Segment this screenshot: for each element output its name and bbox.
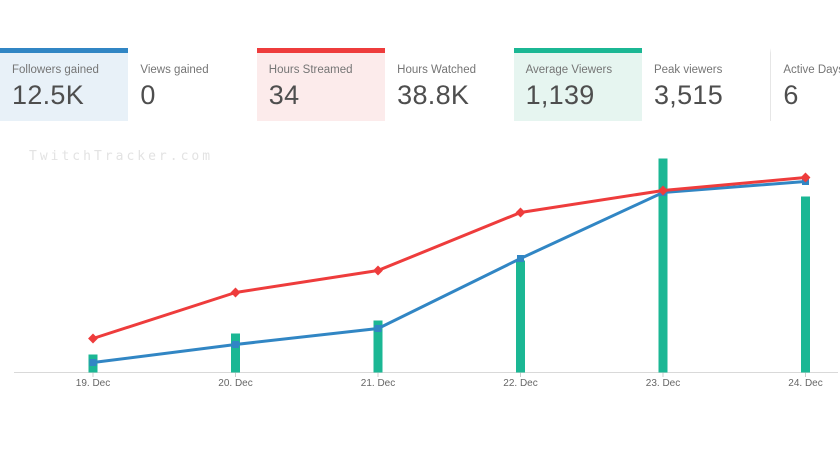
chart-bar[interactable] bbox=[373, 320, 383, 373]
stat-value: 6 bbox=[783, 80, 799, 110]
stat-label: Followers gained bbox=[12, 64, 99, 76]
stat-label: Peak viewers bbox=[653, 64, 723, 76]
chart-point[interactable] bbox=[800, 172, 811, 183]
stat-label: Active Days bbox=[783, 64, 840, 76]
trend-blue-line[interactable] bbox=[91, 180, 807, 364]
stats-summary-row: Followers gained 12.5K Views gained 0 Ho… bbox=[0, 48, 840, 121]
chart-point[interactable] bbox=[232, 341, 239, 348]
chart-bar[interactable] bbox=[658, 158, 668, 373]
chart-point[interactable] bbox=[374, 325, 382, 332]
trend-red-line[interactable] bbox=[91, 176, 807, 340]
stat-value: 38.8K bbox=[397, 80, 470, 110]
stat-card-hours-watched: Hours Watched 38.8K bbox=[385, 48, 514, 121]
x-axis-label: 20. Dec bbox=[218, 378, 252, 389]
stat-label: Views gained bbox=[140, 64, 209, 76]
stat-value: 0 bbox=[140, 80, 156, 110]
stat-label: Average Viewers bbox=[525, 64, 613, 76]
x-axis-label: 19. Dec bbox=[76, 378, 110, 389]
chart-point[interactable] bbox=[515, 207, 526, 218]
chart-point[interactable] bbox=[517, 255, 524, 262]
stat-label: Hours Watched bbox=[397, 64, 476, 76]
stat-label: Hours Streamed bbox=[268, 64, 353, 76]
x-axis-label: 22. Dec bbox=[503, 378, 537, 389]
stat-value: 1,139 bbox=[525, 80, 595, 110]
stat-card-followers-gained: Followers gained 12.5K bbox=[0, 48, 129, 121]
x-axis-label: 23. Dec bbox=[646, 378, 680, 389]
chart-bar[interactable] bbox=[516, 260, 525, 373]
stat-card-peak-viewers: Peak viewers 3,515 bbox=[641, 48, 771, 121]
stat-card-active-days: Active Days 6 bbox=[770, 48, 840, 121]
stat-value: 34 bbox=[268, 80, 300, 110]
twitchtracker-watermark: TwitchTracker.com bbox=[29, 149, 214, 164]
x-axis-label: 24. Dec bbox=[788, 378, 822, 389]
stat-value: 12.5K bbox=[12, 80, 85, 110]
chart-point[interactable] bbox=[230, 287, 241, 298]
chart-bar[interactable] bbox=[231, 333, 240, 373]
stat-card-average-viewers: Average Viewers 1,139 bbox=[513, 48, 642, 121]
chart-point[interactable] bbox=[658, 185, 668, 196]
stat-value: 3,515 bbox=[653, 80, 724, 110]
stat-card-views-gained: Views gained 0 bbox=[128, 48, 257, 121]
chart-point[interactable] bbox=[373, 265, 383, 276]
x-axis-label: 21. Dec bbox=[361, 378, 395, 389]
stat-card-hours-streamed: Hours Streamed 34 bbox=[256, 48, 386, 121]
chart-point[interactable] bbox=[88, 333, 98, 344]
chart-point[interactable] bbox=[89, 359, 97, 366]
chart-bar[interactable] bbox=[801, 196, 810, 373]
